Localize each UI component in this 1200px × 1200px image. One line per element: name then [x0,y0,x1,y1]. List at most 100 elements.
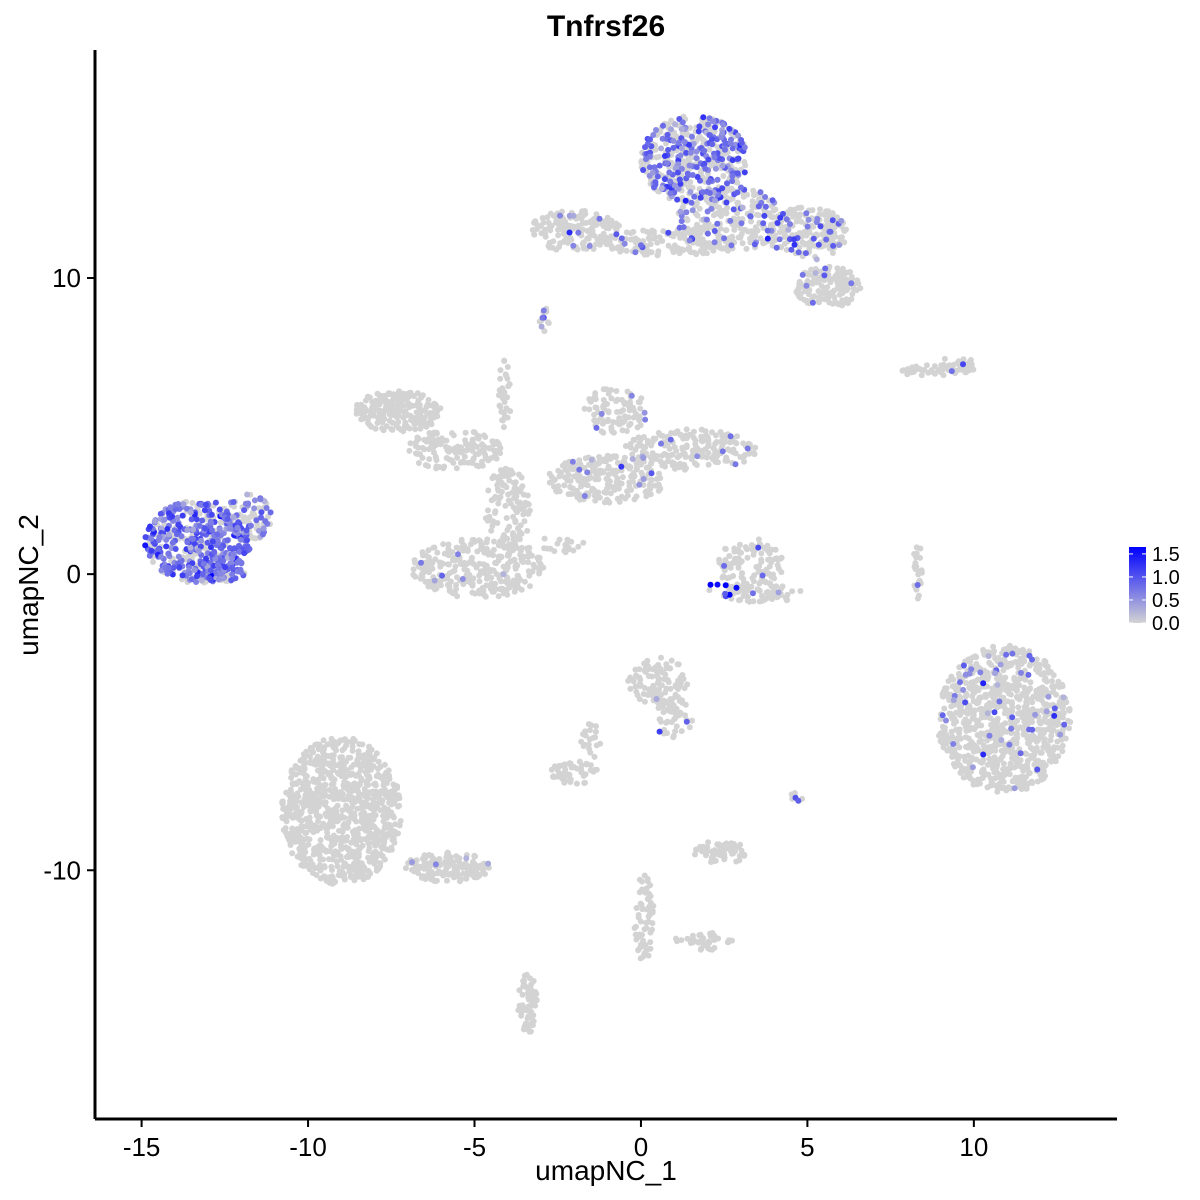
cell-point [989,763,996,770]
cell-point [554,767,561,774]
cell-point [949,733,956,740]
cell-point [716,556,723,563]
cell-point [797,588,804,594]
cell-point [515,572,521,579]
cell-point [728,185,735,192]
cell-point [389,419,396,426]
cell-point [367,817,374,824]
cell-point [541,535,548,542]
cell-point [287,798,294,805]
cell-point [687,179,694,185]
cell-point [279,815,286,822]
cell-point [972,653,979,660]
cell-point [311,795,318,802]
cell-point [287,839,294,845]
cell-point [355,873,362,880]
cell-point [489,523,496,529]
cell-point [514,509,520,516]
cell-point [613,468,620,475]
cell-point [1026,662,1033,669]
cell-point [611,486,618,493]
cell-point [592,728,599,735]
cell-point [1066,725,1072,732]
cell-point [633,465,640,472]
cell-point [500,538,507,545]
cell-point [648,685,655,692]
cell-point [324,834,331,841]
cell-point [372,397,379,404]
cell-point [480,444,487,451]
cell-point [320,793,327,800]
cell-point [313,809,320,816]
cell-point [683,228,690,235]
cell-point [949,747,956,754]
cell-point [701,222,708,229]
cell-point [1006,690,1012,697]
cell-point [718,213,724,220]
cell-point [480,587,487,594]
cell-point [287,786,294,793]
cell-point [202,545,209,552]
cell-point [987,782,994,789]
cell-point [380,830,387,837]
cell-point [849,291,856,297]
cell-point [708,243,715,250]
cell-point [423,552,429,559]
cell-point [320,856,326,863]
cell-point [960,719,967,726]
points-layer [142,113,1074,1035]
cell-point [600,386,607,393]
cell-point [472,590,479,597]
cell-point [734,558,741,565]
cell-point [397,818,404,824]
cell-point [817,268,824,275]
cell-point [676,712,683,719]
cell-point [575,477,582,484]
cell-point [672,230,679,237]
cell-point [796,281,803,288]
cell-point [823,289,830,296]
cell-point [829,250,836,256]
cell-point [331,745,338,752]
cell-point [726,553,733,559]
cell-point [584,235,591,242]
cell-point [536,567,543,574]
cell-point [370,763,377,770]
cell-point [370,756,377,763]
cell-point [963,743,969,750]
cell-point [750,578,757,585]
cell-point [737,234,744,241]
cell-point [311,851,318,857]
cell-point [671,460,678,467]
cell-point [1033,738,1040,745]
cell-point [413,409,420,416]
cell-point [328,863,335,870]
chart-title: Tnfrsf26 [547,10,665,43]
cell-point [347,754,354,761]
cell-point [779,583,786,590]
cell-point [495,487,502,494]
cell-point [428,852,435,859]
cell-point [580,475,587,482]
cell-point [495,473,502,480]
cell-point [498,578,504,585]
cell-point [654,476,660,482]
cell-point [560,239,567,245]
cell-point [326,820,333,827]
cell-point [735,564,742,571]
cell-point [600,230,607,237]
cell-point [1067,719,1074,725]
cell-point [1055,721,1062,727]
cell-point [781,233,788,240]
cell-point [412,426,419,433]
cell-point [755,536,762,543]
cell-point [750,551,757,558]
cell-point [745,228,751,235]
cell-point [646,236,653,243]
cell-point [289,780,296,787]
cell-point [525,501,532,508]
cell-point [458,538,465,545]
cell-point [499,417,506,424]
cell-point [426,430,433,436]
cell-point [495,500,502,507]
